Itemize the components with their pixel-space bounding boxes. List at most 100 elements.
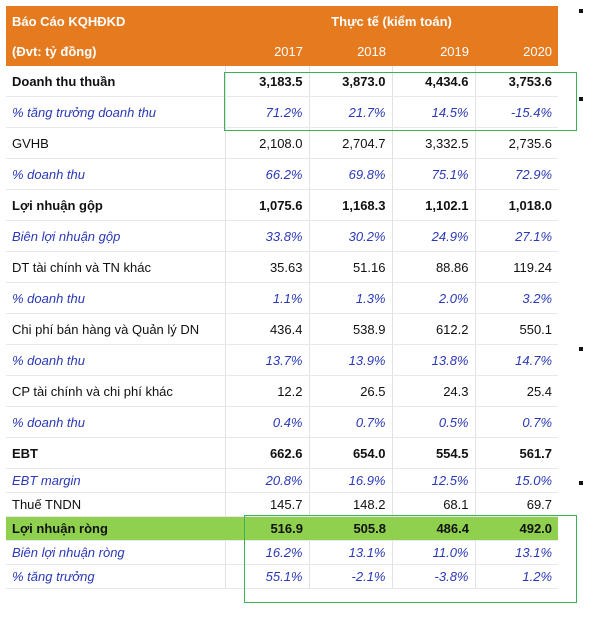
cell-value: 66.2% (224, 158, 309, 190)
cell-value: 14.7% (474, 344, 559, 376)
row-label: Doanh thu thuần (6, 66, 225, 97)
cell-value: 492.0 (475, 516, 559, 541)
bullet-marker (579, 481, 583, 485)
cell-value: -3.8% (391, 564, 475, 589)
row-label: % tăng trưởng (6, 564, 225, 589)
row-label: GVHB (6, 127, 225, 159)
cell-value: 30.2% (308, 220, 392, 252)
cell-value: 12.2 (224, 375, 309, 407)
table-row: % doanh thu 1.1% 1.3% 2.0% 3.2% (6, 282, 559, 314)
table-row: Chi phí bán hàng và Quản lý DN 436.4 538… (6, 313, 559, 345)
cell-value: 69.7 (474, 492, 559, 517)
cell-value: 13.1% (474, 540, 559, 565)
cell-value: 1.3% (308, 282, 392, 314)
cell-value: 69.8% (308, 158, 392, 190)
cell-value: 2.0% (391, 282, 475, 314)
cell-value: 0.4% (224, 406, 309, 438)
cell-value: 33.8% (224, 220, 309, 252)
cell-value: 554.5 (391, 437, 475, 469)
unit-label: (Đvt: tỷ đồng) (6, 36, 225, 66)
cell-value: 2,704.7 (308, 127, 392, 159)
cell-value: 26.5 (308, 375, 392, 407)
row-label: EBT margin (6, 468, 225, 493)
table-row: GVHB 2,108.0 2,704.7 3,332.5 2,735.6 (6, 127, 559, 159)
cell-value: -2.1% (308, 564, 392, 589)
cell-value: 3,873.0 (308, 66, 392, 97)
year-header: 2019 (392, 36, 475, 66)
cell-value: 68.1 (391, 492, 475, 517)
table-row: % doanh thu 0.4% 0.7% 0.5% 0.7% (6, 406, 559, 438)
cell-value: 25.4 (474, 375, 559, 407)
row-label: % doanh thu (6, 282, 225, 314)
cell-value: 15.0% (474, 468, 559, 493)
row-label: EBT (6, 437, 225, 469)
cell-value: 3,183.5 (224, 66, 309, 97)
cell-value: 21.7% (308, 96, 392, 128)
cell-value: 561.7 (474, 437, 559, 469)
row-label: CP tài chính và chi phí khác (6, 375, 225, 407)
table-row: EBT margin 20.8% 16.9% 12.5% 15.0% (6, 468, 559, 493)
cell-value: 71.2% (224, 96, 309, 128)
table-row: Thuế TNDN 145.7 148.2 68.1 69.7 (6, 492, 559, 517)
cell-value: 3.2% (474, 282, 559, 314)
cell-value: 20.8% (224, 468, 309, 493)
cell-value: 119.24 (474, 251, 559, 283)
cell-value: 4,434.6 (391, 66, 475, 97)
cell-value: 51.16 (308, 251, 392, 283)
row-label: Lợi nhuận ròng (6, 516, 225, 541)
row-label: % doanh thu (6, 158, 225, 190)
table-row: CP tài chính và chi phí khác 12.2 26.5 2… (6, 375, 559, 407)
cell-value: 654.0 (308, 437, 392, 469)
row-label: % doanh thu (6, 406, 225, 438)
table-row: Biên lợi nhuận ròng 16.2% 13.1% 11.0% 13… (6, 540, 559, 565)
bullet-marker (579, 97, 583, 101)
cell-value: 3,753.6 (474, 66, 559, 97)
cell-value: 55.1% (224, 564, 309, 589)
row-label: Biên lợi nhuận ròng (6, 540, 225, 565)
cell-value: 1,018.0 (474, 189, 559, 221)
row-label: DT tài chính và TN khác (6, 251, 225, 283)
cell-value: 11.0% (391, 540, 475, 565)
cell-value: 12.5% (391, 468, 475, 493)
cell-value: 516.9 (225, 516, 309, 541)
cell-value: 148.2 (308, 492, 392, 517)
audited-actual-label: Thực tế (kiểm toán) (225, 6, 559, 36)
row-label: Biên lợi nhuận gộp (6, 220, 225, 252)
table-row: % tăng trưởng doanh thu 71.2% 21.7% 14.5… (6, 96, 559, 128)
cell-value: 13.7% (224, 344, 309, 376)
cell-value: 24.9% (391, 220, 475, 252)
cell-value: 1,168.3 (308, 189, 392, 221)
cell-value: 14.5% (391, 96, 475, 128)
year-header: 2017 (225, 36, 309, 66)
cell-value: 1,075.6 (224, 189, 309, 221)
table-header-row: Báo Cáo KQHĐKD Thực tế (kiểm toán) (6, 6, 559, 36)
cell-value: 13.9% (308, 344, 392, 376)
row-label: Chi phí bán hàng và Quản lý DN (6, 313, 225, 345)
year-header: 2018 (309, 36, 392, 66)
table-row: % tăng trưởng 55.1% -2.1% -3.8% 1.2% (6, 564, 559, 589)
cell-value: 436.4 (224, 313, 309, 345)
cell-value: 505.8 (309, 516, 392, 541)
cell-value: 662.6 (224, 437, 309, 469)
table-row: % doanh thu 66.2% 69.8% 75.1% 72.9% (6, 158, 559, 190)
cell-value: 1.1% (224, 282, 309, 314)
cell-value: 145.7 (224, 492, 309, 517)
table-row: Lợi nhuận gộp 1,075.6 1,168.3 1,102.1 1,… (6, 189, 559, 221)
cell-value: 72.9% (474, 158, 559, 190)
cell-value: 0.7% (474, 406, 559, 438)
cell-value: 1,102.1 (391, 189, 475, 221)
cell-value: 24.3 (391, 375, 475, 407)
cell-value: 13.1% (308, 540, 392, 565)
table-row: DT tài chính và TN khác 35.63 51.16 88.8… (6, 251, 559, 283)
row-label: % doanh thu (6, 344, 225, 376)
cell-value: 1.2% (474, 564, 559, 589)
cell-value: 0.7% (308, 406, 392, 438)
cell-value: 3,332.5 (391, 127, 475, 159)
cell-value: 0.5% (391, 406, 475, 438)
cell-value: 27.1% (474, 220, 559, 252)
table-row: % doanh thu 13.7% 13.9% 13.8% 14.7% (6, 344, 559, 376)
table-row: Doanh thu thuần 3,183.5 3,873.0 4,434.6 … (6, 66, 559, 97)
cell-value: 538.9 (308, 313, 392, 345)
income-statement-table: Báo Cáo KQHĐKD Thực tế (kiểm toán) (Đvt:… (6, 6, 559, 589)
table-row: EBT 662.6 654.0 554.5 561.7 (6, 437, 559, 469)
